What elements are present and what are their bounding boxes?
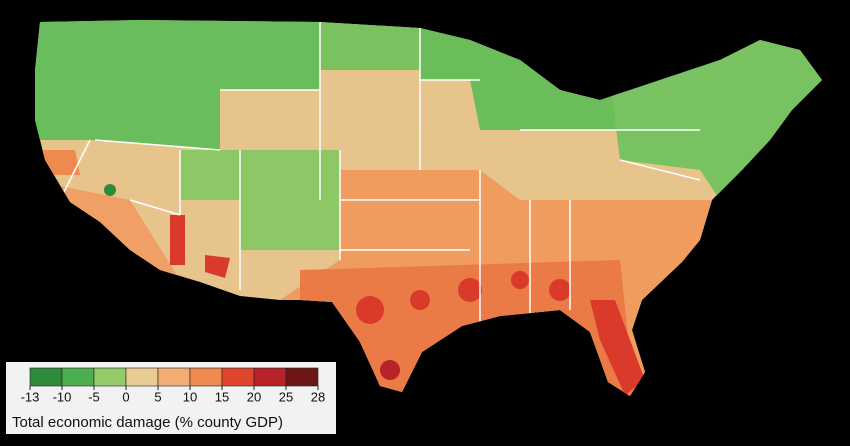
region (410, 290, 430, 310)
legend-swatch (93, 367, 127, 387)
legend-title: Total economic damage (% county GDP) (12, 414, 283, 431)
legend-swatch (29, 367, 63, 387)
legend-tick-label: 28 (311, 389, 325, 404)
legend-swatch (221, 367, 255, 387)
legend-tick-label: 25 (279, 389, 293, 404)
legend: -13 -10 -5 0 5 10 15 20 25 28 (6, 362, 336, 434)
region (35, 20, 320, 150)
legend-tick-label: -10 (53, 389, 72, 404)
region (458, 278, 482, 302)
legend-tick-label: -13 (21, 389, 40, 404)
region (356, 296, 384, 324)
legend-tick-label: 15 (215, 389, 229, 404)
state-borders (59, 22, 701, 330)
legend-tick-label: 5 (154, 389, 161, 404)
legend-tick-label: 20 (247, 389, 261, 404)
legend-tick-label: -5 (88, 389, 100, 404)
region (320, 20, 420, 70)
legend-tick-label: 0 (122, 389, 129, 404)
legend-swatch (125, 367, 159, 387)
legend-swatch (253, 367, 287, 387)
region (380, 360, 400, 380)
legend-swatch (285, 367, 319, 387)
region (549, 279, 571, 301)
region (590, 300, 645, 395)
legend-swatch (61, 367, 95, 387)
region (205, 255, 230, 278)
region (511, 271, 529, 289)
region (180, 150, 340, 250)
legend-swatch (157, 367, 191, 387)
region (104, 184, 116, 196)
region (170, 215, 185, 265)
legend-tick-label: 10 (183, 389, 197, 404)
legend-swatch (189, 367, 223, 387)
